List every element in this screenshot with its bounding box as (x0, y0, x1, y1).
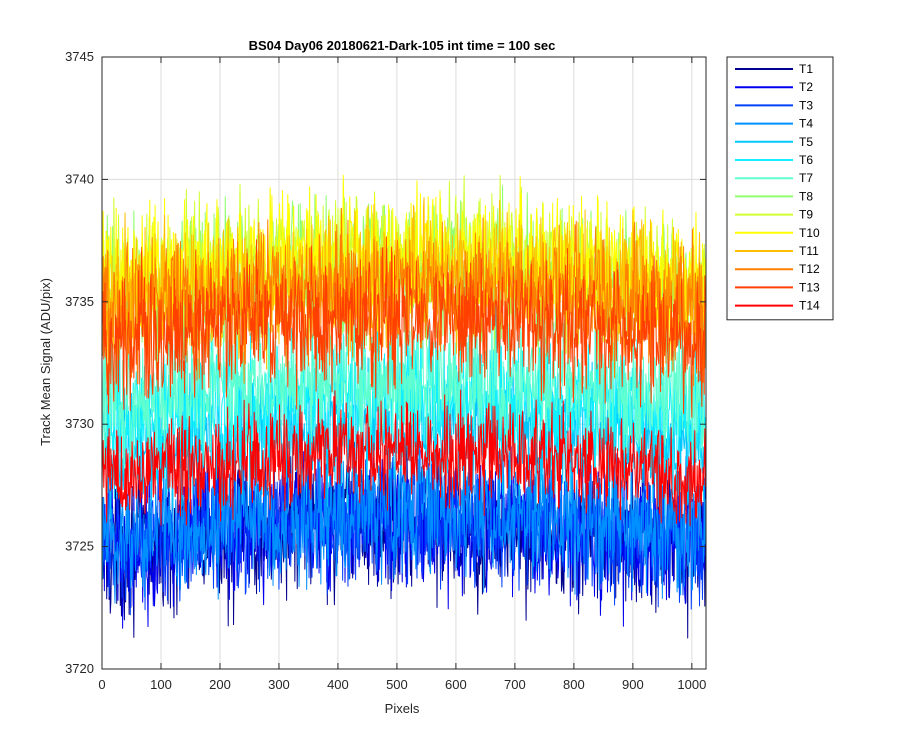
legend-item: T12 (735, 262, 820, 276)
legend-box (726, 56, 834, 321)
legend-label: T12 (799, 262, 820, 276)
legend-label: T5 (799, 135, 813, 149)
legend-item: T5 (735, 135, 813, 149)
y-tick-label: 3720 (65, 661, 94, 676)
legend-label: T10 (799, 226, 820, 240)
legend-item: T9 (735, 208, 813, 222)
plot-area: 0 100 200 300 400 500 600 700 800 900 1000 3720 3725… (65, 49, 707, 692)
legend-label: T6 (799, 153, 813, 167)
legend-label: T11 (799, 244, 819, 258)
series-line-t14 (102, 389, 706, 527)
y-tick-label: 3740 (65, 171, 94, 186)
series-line-t13 (102, 236, 706, 418)
legend-item: T3 (735, 98, 813, 112)
x-tick-label: 200 (209, 677, 231, 692)
y-tick-label: 3745 (65, 49, 94, 64)
x-tick-label: 500 (386, 677, 408, 692)
y-tick-label: 3730 (65, 416, 94, 431)
legend-item: T14 (735, 299, 820, 313)
legend-label: T3 (799, 98, 813, 112)
x-tick-label: 900 (622, 677, 644, 692)
y-tick-label: 3725 (65, 539, 94, 554)
y-tick-label: 3735 (65, 294, 94, 309)
x-axis-label: Pixels (385, 701, 420, 716)
x-tick-label: 400 (327, 677, 349, 692)
series-group (102, 174, 706, 639)
legend-item: T13 (735, 280, 820, 294)
legend-label: T1 (799, 62, 813, 76)
x-tick-label: 800 (563, 677, 585, 692)
x-tick-label: 700 (504, 677, 526, 692)
legend-label: T9 (799, 208, 813, 222)
legend-item: T11 (735, 244, 819, 258)
x-tick-label: 1000 (677, 677, 706, 692)
legend-item: T8 (735, 189, 813, 203)
legend-item: T1 (735, 62, 813, 76)
legend-label: T8 (799, 189, 813, 203)
x-tick-label: 300 (268, 677, 290, 692)
x-tick-label: 0 (98, 677, 105, 692)
legend-label: T2 (799, 80, 813, 94)
legend-item: T7 (735, 171, 813, 185)
x-tick-label: 600 (445, 677, 467, 692)
legend-item: T10 (735, 226, 820, 240)
chart-title: BS04 Day06 20180621-Dark-105 int time = … (249, 38, 556, 53)
legend-label: T14 (799, 299, 820, 313)
legend-label: T4 (799, 117, 813, 131)
y-axis-label: Track Mean Signal (ADU/pix) (38, 278, 53, 446)
ticks: 0 100 200 300 400 500 600 700 800 900 1000 3720 3725… (65, 49, 706, 692)
legend-item: T6 (735, 153, 813, 167)
legend-item: T2 (735, 80, 813, 94)
x-tick-label: 100 (150, 677, 172, 692)
legend: T1 T2 T3 T4 T5 T6 T7 T8 T9 T10 T11 T12 T13 T14 (726, 56, 834, 321)
legend-label: T13 (799, 280, 820, 294)
legend-label: T7 (799, 171, 813, 185)
legend-item: T4 (735, 117, 813, 131)
axes-box (101, 56, 707, 670)
series-line-t3 (102, 437, 706, 616)
